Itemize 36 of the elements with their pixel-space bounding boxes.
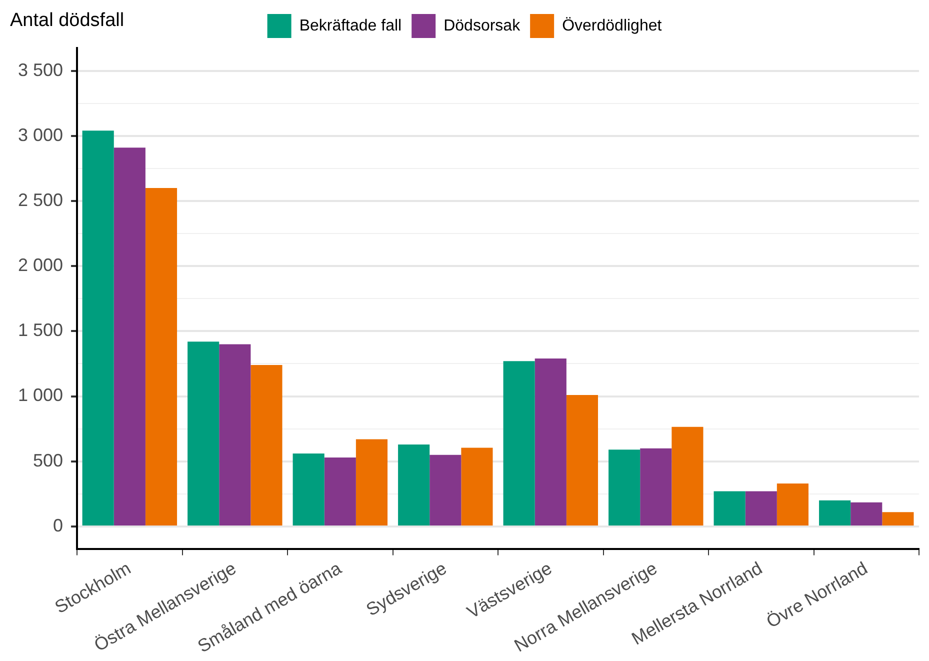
bar [292,454,324,526]
bar [672,426,704,526]
y-tick-label: 3 500 [18,60,64,80]
y-tick-label: 500 [32,450,64,470]
bar [114,148,146,526]
y-tick-label: 2 000 [18,255,64,276]
bar [356,439,388,526]
bar [714,491,746,526]
bar [324,457,356,526]
y-tick-label: 2 500 [18,190,64,210]
y-tick-label: 3 000 [18,124,64,145]
legend-label: Överdödlighet [562,16,662,34]
bar [850,502,882,526]
chart-title: Antal dödsfall [10,10,124,32]
legend-label: Dödsorsak [444,17,522,34]
y-tick-label: 0 [53,515,64,536]
bar [566,394,598,526]
bar [503,361,535,526]
bar [640,448,672,526]
bar [188,342,220,526]
bar [819,500,851,526]
bar [82,130,114,526]
bar [745,491,777,526]
bar [145,188,178,526]
y-tick-label: 1 500 [18,320,64,340]
legend-label: Bekräftade fall [299,17,402,34]
bar [398,444,430,526]
y-tick-label: 1 000 [18,385,64,406]
bar [250,365,282,526]
bar [882,512,914,526]
bar [461,448,493,526]
bar [219,344,251,526]
bar [430,454,462,526]
bar [608,450,640,526]
bar [534,358,566,526]
bar [776,484,808,526]
